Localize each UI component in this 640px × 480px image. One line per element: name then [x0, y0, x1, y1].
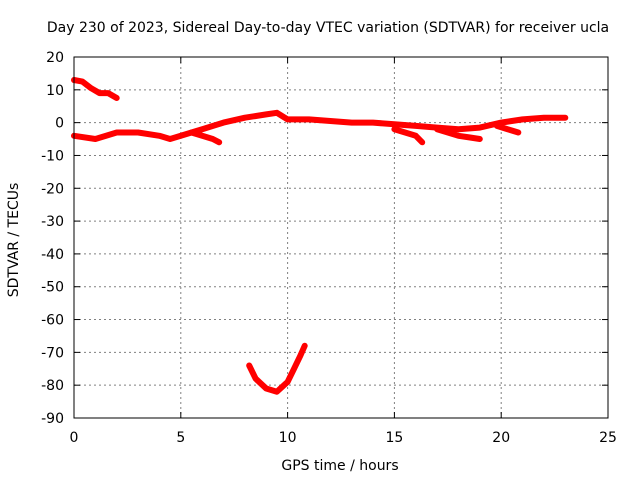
y-tick-label: 20 — [46, 50, 64, 66]
axis-ticks: 0 5 10 15 20 25 20 10 0 -10 -20 -30 -40 -50 -60 -70 -80 -… — [41, 50, 617, 446]
series-line-dip-6h — [188, 129, 223, 146]
y-tick-label: -50 — [41, 280, 64, 296]
y-tick-label: -80 — [41, 378, 64, 394]
grid-lines — [74, 57, 608, 418]
x-axis-label: GPS time / hours — [281, 458, 398, 474]
x-tick-label: 25 — [599, 430, 617, 446]
x-tick-label: 0 — [70, 430, 79, 446]
y-tick-label: -60 — [41, 313, 64, 329]
y-tick-label: -10 — [41, 148, 64, 164]
series-line-main-band — [71, 109, 569, 142]
series-line-arc-20h — [493, 122, 522, 136]
series-line-early-high — [71, 77, 120, 101]
y-axis-label: SDTVAR / TECUs — [6, 183, 22, 298]
plot-frame — [73, 56, 609, 419]
y-tick-label: -70 — [41, 345, 64, 361]
chart-title: Day 230 of 2023, Sidereal Day-to-day VTE… — [47, 20, 609, 36]
series-line-arc-18h — [434, 126, 483, 142]
x-tick-label: 10 — [279, 430, 297, 446]
series-line-low-arc — [246, 342, 308, 395]
y-tick-label: -90 — [41, 411, 64, 427]
series-layer — [71, 77, 569, 395]
y-tick-label: 10 — [46, 83, 64, 99]
x-tick-label: 5 — [176, 430, 185, 446]
series-line-arc-16h — [391, 126, 426, 146]
x-tick-label: 15 — [385, 430, 403, 446]
y-tick-label: -30 — [41, 214, 64, 230]
y-tick-label: -20 — [41, 181, 64, 197]
y-tick-label: 0 — [55, 116, 64, 132]
x-tick-label: 20 — [492, 430, 510, 446]
y-tick-label: -40 — [41, 247, 64, 263]
